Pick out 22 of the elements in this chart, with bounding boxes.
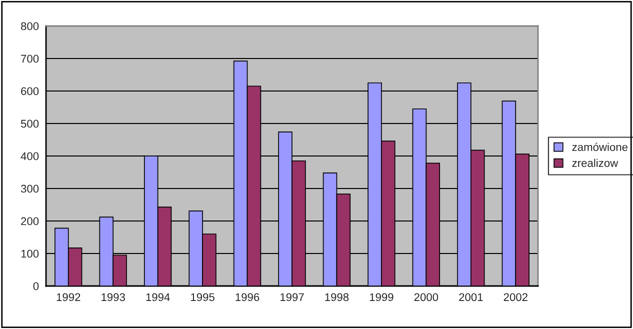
legend-label: zamówione bbox=[572, 142, 628, 152]
y-tick-label: 200 bbox=[21, 217, 39, 226]
y-tick-label: 500 bbox=[20, 120, 39, 128]
x-tick-label: 1997 bbox=[280, 293, 304, 302]
x-tick-label: 2000 bbox=[414, 293, 438, 302]
x-tick-label: 1998 bbox=[325, 293, 349, 302]
x-tick-label: 1993 bbox=[102, 293, 125, 302]
x-tick-label: 1995 bbox=[191, 293, 214, 302]
x-tick-label: 1996 bbox=[236, 293, 260, 302]
y-tick-label: 700 bbox=[21, 54, 39, 63]
x-tick-label: 1999 bbox=[370, 293, 394, 302]
y-tick-label: 0 bbox=[33, 282, 39, 290]
x-tick-label: 1992 bbox=[56, 293, 80, 302]
y-tick-label: 600 bbox=[21, 87, 39, 96]
y-tick-label: 400 bbox=[20, 152, 39, 160]
x-tick-label: 2002 bbox=[504, 293, 528, 302]
y-tick-label: 100 bbox=[21, 250, 39, 258]
y-tick-label: 300 bbox=[20, 184, 39, 193]
legend-label: zrealizow bbox=[572, 158, 618, 167]
x-tick-label: 2001 bbox=[459, 293, 483, 302]
y-tick-label: 800 bbox=[21, 22, 39, 30]
x-tick-label: 1994 bbox=[146, 293, 170, 302]
